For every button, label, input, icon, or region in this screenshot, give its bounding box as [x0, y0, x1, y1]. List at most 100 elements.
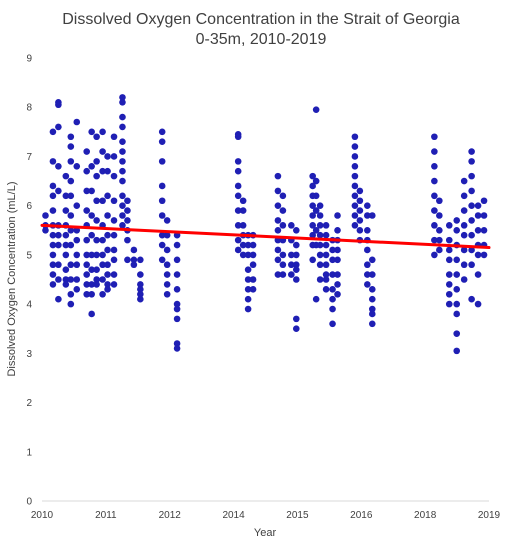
data-point	[329, 295, 336, 303]
data-point	[334, 246, 341, 254]
data-point	[334, 290, 341, 298]
data-point	[460, 207, 468, 214]
data-point	[83, 251, 90, 259]
data-point	[368, 256, 376, 264]
data-point	[49, 251, 57, 259]
x-tick-label: 2010	[31, 510, 54, 521]
data-point	[364, 246, 371, 254]
data-point	[73, 162, 81, 170]
data-point	[110, 133, 118, 141]
data-point	[67, 158, 75, 165]
data-point	[110, 172, 118, 180]
data-point	[329, 256, 336, 264]
data-point	[67, 133, 75, 141]
data-point	[474, 300, 482, 308]
data-point	[322, 261, 330, 269]
data-point	[322, 241, 330, 249]
data-point	[73, 286, 81, 293]
data-point	[274, 271, 282, 278]
data-point	[104, 212, 111, 219]
data-point	[453, 347, 461, 355]
data-point	[73, 276, 81, 283]
data-point	[453, 271, 461, 278]
data-point	[42, 212, 49, 219]
data-point	[173, 241, 181, 249]
data-point	[468, 148, 475, 155]
data-point	[99, 290, 106, 298]
data-point	[104, 286, 111, 293]
data-point	[453, 310, 461, 318]
data-point	[288, 222, 295, 229]
data-point	[73, 236, 81, 244]
data-point	[480, 226, 488, 234]
data-point	[104, 231, 111, 239]
data-point	[49, 192, 57, 200]
data-point	[173, 256, 181, 264]
data-point	[316, 261, 324, 269]
y-axis-ticks: 0 1 2 3 4 5 6 7 8 9	[26, 54, 32, 508]
data-point	[453, 217, 461, 224]
data-point	[119, 113, 126, 121]
data-point	[119, 212, 126, 219]
data-point	[364, 202, 371, 209]
data-point	[88, 128, 95, 136]
data-point	[364, 212, 371, 219]
data-point	[468, 231, 475, 239]
data-point	[62, 207, 70, 214]
data-point	[239, 241, 247, 249]
y-tick-label: 2	[26, 398, 32, 409]
data-point	[104, 261, 111, 269]
data-point	[292, 261, 300, 269]
data-point	[334, 212, 341, 219]
data-point	[288, 261, 295, 269]
data-point	[67, 212, 75, 219]
data-point	[322, 231, 330, 239]
data-point	[431, 222, 438, 229]
data-point	[83, 261, 90, 269]
data-point	[368, 212, 376, 219]
data-point	[436, 197, 443, 205]
data-point	[431, 207, 438, 214]
data-point	[99, 167, 106, 175]
data-point	[431, 148, 438, 155]
data-point	[62, 231, 70, 239]
data-point	[356, 207, 364, 214]
data-point	[312, 106, 320, 113]
data-point	[173, 300, 181, 308]
data-point	[73, 118, 81, 126]
data-point	[163, 231, 171, 239]
data-point	[99, 236, 106, 244]
data-point	[312, 177, 320, 185]
data-point	[274, 187, 282, 195]
data-point	[42, 226, 49, 234]
data-point	[49, 128, 57, 136]
data-point	[460, 222, 468, 229]
data-point	[309, 256, 316, 264]
data-point	[316, 231, 324, 239]
data-point	[73, 261, 81, 269]
data-point	[329, 271, 336, 278]
data-point	[137, 256, 144, 264]
data-point	[158, 128, 166, 136]
data-point	[88, 231, 95, 239]
y-tick-label: 4	[26, 300, 32, 311]
data-point	[119, 202, 126, 209]
data-point	[93, 236, 100, 244]
data-point	[130, 246, 138, 254]
data-point	[351, 222, 359, 229]
data-point	[460, 276, 468, 283]
data-point	[62, 276, 70, 283]
data-point	[274, 202, 282, 209]
data-point	[468, 246, 475, 254]
data-point	[468, 172, 475, 180]
data-point	[49, 271, 57, 278]
data-point	[93, 197, 100, 205]
data-point	[110, 153, 118, 160]
data-point	[368, 305, 376, 313]
data-point	[351, 162, 359, 170]
data-point	[292, 266, 300, 273]
chart-title: Dissolved Oxygen Concentration in the St…	[62, 11, 460, 28]
data-point	[62, 251, 70, 259]
data-point	[49, 207, 57, 214]
data-point	[104, 281, 111, 288]
